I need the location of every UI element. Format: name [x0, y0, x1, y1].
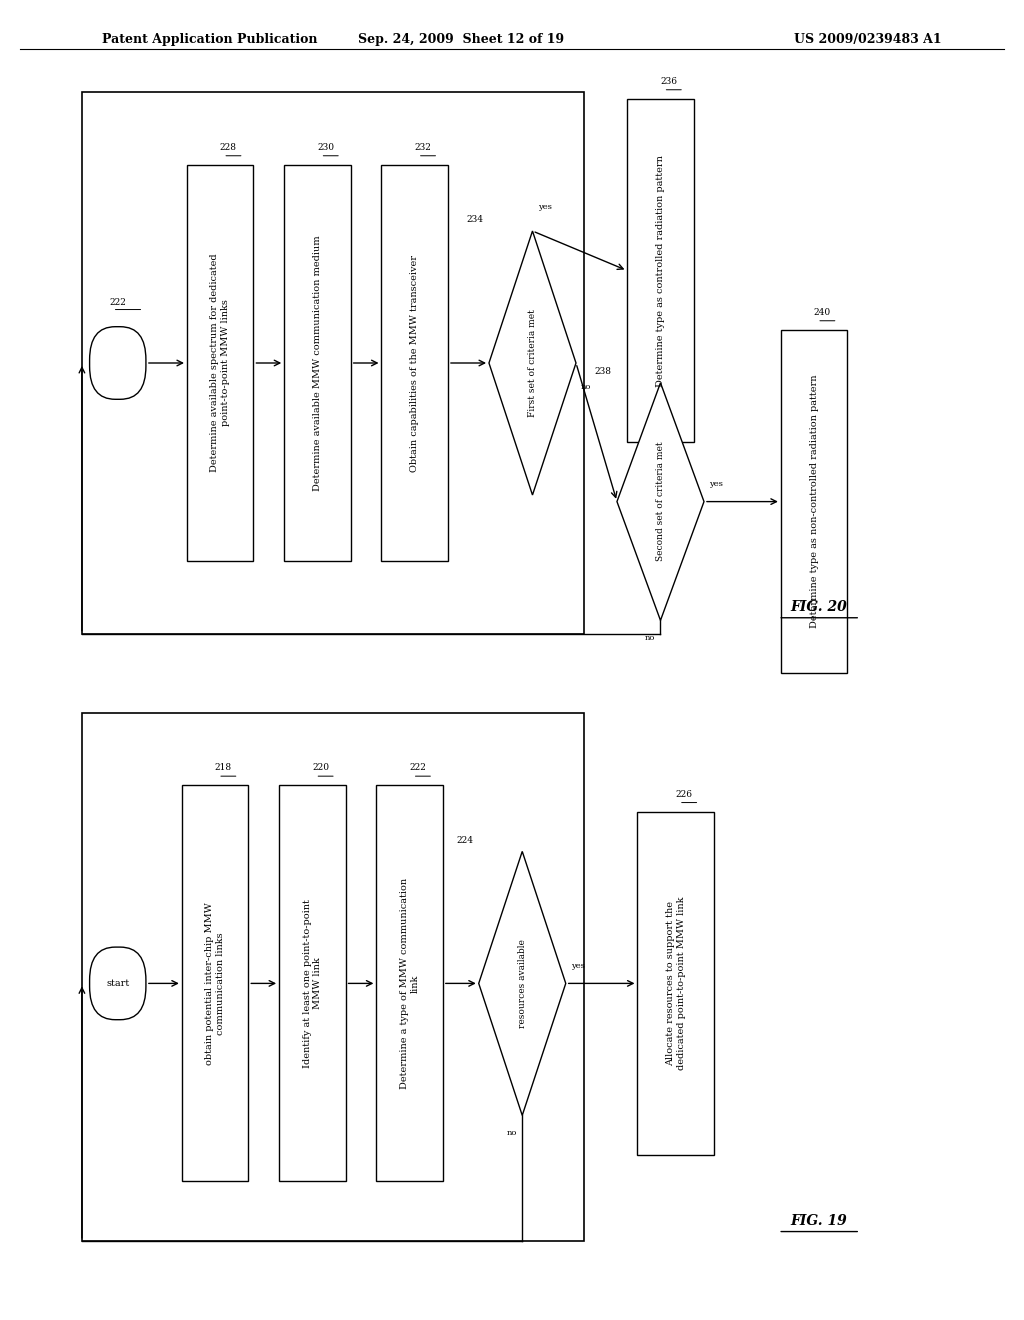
Text: US 2009/0239483 A1: US 2009/0239483 A1 [795, 33, 942, 46]
Text: 222: 222 [110, 298, 126, 308]
Text: FIG. 20: FIG. 20 [791, 599, 848, 614]
Text: no: no [645, 634, 655, 642]
Text: 226: 226 [676, 789, 692, 799]
Text: 232: 232 [415, 143, 431, 152]
Text: Determine a type of MMW communication
link: Determine a type of MMW communication li… [400, 878, 419, 1089]
Text: yes: yes [571, 962, 585, 970]
Text: Determine type as controlled radiation pattern: Determine type as controlled radiation p… [656, 154, 665, 387]
Text: 228: 228 [220, 143, 237, 152]
Text: resources available: resources available [518, 939, 526, 1028]
Text: 220: 220 [312, 763, 329, 772]
Text: Allocate resources to support the
dedicated point-to-point MMW link: Allocate resources to support the dedica… [667, 896, 685, 1071]
Text: no: no [507, 1129, 517, 1137]
Text: Obtain capabilities of the MMW transceiver: Obtain capabilities of the MMW transceiv… [411, 255, 419, 471]
Text: 234: 234 [467, 215, 484, 224]
Text: start: start [106, 979, 129, 987]
Text: 240: 240 [814, 308, 830, 317]
FancyBboxPatch shape [627, 99, 694, 442]
Polygon shape [489, 231, 575, 495]
Text: Second set of criteria met: Second set of criteria met [656, 442, 665, 561]
FancyBboxPatch shape [182, 785, 248, 1181]
FancyBboxPatch shape [377, 785, 443, 1181]
FancyBboxPatch shape [781, 330, 848, 673]
FancyBboxPatch shape [284, 165, 350, 561]
Text: 224: 224 [457, 836, 473, 845]
Text: yes: yes [538, 203, 552, 211]
Text: 222: 222 [410, 763, 426, 772]
Text: Determine available spectrum for dedicated
point-to-point MMW links: Determine available spectrum for dedicat… [211, 253, 229, 473]
Text: 230: 230 [317, 143, 334, 152]
FancyBboxPatch shape [637, 812, 715, 1155]
Text: First set of criteria met: First set of criteria met [528, 309, 537, 417]
Text: Determine type as non-controlled radiation pattern: Determine type as non-controlled radiati… [810, 375, 818, 628]
Text: 238: 238 [595, 367, 612, 376]
FancyBboxPatch shape [90, 948, 146, 1019]
Text: FIG. 19: FIG. 19 [791, 1213, 848, 1228]
Text: Determine available MMW communication medium: Determine available MMW communication me… [313, 235, 322, 491]
FancyBboxPatch shape [90, 326, 146, 399]
Text: 218: 218 [215, 763, 231, 772]
FancyBboxPatch shape [82, 713, 584, 1241]
Polygon shape [479, 851, 565, 1115]
Text: Patent Application Publication: Patent Application Publication [102, 33, 317, 46]
Text: Identify at least one point-to-point
MMW link: Identify at least one point-to-point MMW… [303, 899, 322, 1068]
FancyBboxPatch shape [279, 785, 345, 1181]
FancyBboxPatch shape [82, 92, 584, 634]
Polygon shape [616, 383, 705, 620]
Text: 236: 236 [660, 77, 677, 86]
FancyBboxPatch shape [186, 165, 254, 561]
FancyBboxPatch shape [382, 165, 449, 561]
Text: yes: yes [709, 480, 723, 488]
Text: obtain potential inter-chip MMW
communication links: obtain potential inter-chip MMW communic… [206, 902, 224, 1065]
Text: Sep. 24, 2009  Sheet 12 of 19: Sep. 24, 2009 Sheet 12 of 19 [357, 33, 564, 46]
Text: no: no [582, 383, 592, 391]
